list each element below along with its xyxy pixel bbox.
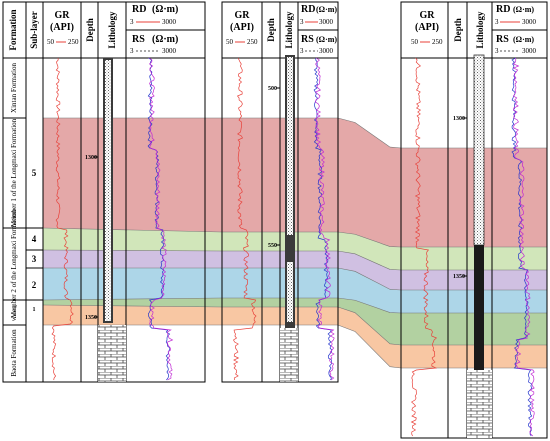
well-a-rd-curve [147,57,171,381]
sublayer-4-label: 4 [32,234,37,244]
header-lithology: Lithology [284,11,294,49]
depth-mark: 1350 [453,274,465,280]
gr-unit: (API) [50,22,74,33]
sublayer-2-label: 2 [32,280,37,290]
rs-unit: (Ω·m) [316,35,337,44]
gr-unit: (API) [230,22,254,33]
rs-scale-min: 3 [495,47,499,55]
rs-scale-min: 3 [130,47,134,55]
well-b-gr-curve [233,57,257,381]
well-c-log: GR (API) 50 250 Depth Lithology RD (Ω·m)… [400,1,548,439]
gr-unit: (API) [415,22,439,33]
gr-title: GR [420,10,436,21]
rd-scale-max: 3000 [319,18,334,26]
depth-mark: 500 [268,86,277,92]
rd-unit: (Ω·m) [152,4,178,15]
well-a-log: Formation Sub-layer GR (API) 50 250 Dept… [2,1,206,383]
rd-scale-min: 3 [495,18,499,26]
well-c-lithology-silt [473,54,485,246]
well-b-lithology-silt [287,57,293,235]
rs-scale-max: 3000 [522,47,537,55]
formation-member2-label: Member 2 of the Longmaxi Formation [10,209,18,318]
rs-unit: (Ω·m) [152,34,178,45]
header-lithology: Lithology [475,11,485,49]
well-b-log: GR (API) 50 250 Depth Lithology RD (Ω·m)… [221,1,339,383]
header-depth: Depth [266,18,276,42]
well-c-gr-curve [410,57,438,437]
header-depth: Depth [85,18,95,42]
gr-title: GR [235,10,251,21]
depth-mark: 1350 [85,315,97,321]
rs-scale-min: 3 [300,47,304,55]
well-c-rd-curve [511,57,533,437]
well-c-rs-curve [512,57,535,437]
rd-unit: (Ω·m) [513,5,534,14]
well-a-lithology-limestone [98,325,126,382]
well-a-rs-curve [148,57,174,381]
rs-title: RS [301,34,314,45]
gr-scale-min: 50 [226,38,234,46]
band-sublayer-3 [43,250,547,290]
gr-scale-min: 50 [411,38,419,46]
rd-title: RD [496,4,510,15]
formation-baota-label: Baota Formation [10,329,18,377]
gr-scale-max: 250 [432,38,443,46]
rd-title: RD [132,4,146,15]
depth-mark: 550 [268,243,277,249]
header-lithology: Lithology [107,11,117,49]
formation-wufeng-label: Wufeng [13,305,18,321]
well-a-lithology-silt [105,60,111,321]
header-formation: Formation [8,10,18,51]
rd-title: RD [301,4,315,15]
rd-scale-min: 3 [300,18,304,26]
rd-scale-min: 3 [130,18,134,26]
rs-scale-max: 3000 [319,47,334,55]
band-baota [43,305,547,368]
depth-mark: 1300 [85,155,97,161]
gr-title: GR [55,10,71,21]
band-wufeng [43,298,547,345]
header-sublayer: Sub-layer [29,11,39,49]
sublayer-3-label: 3 [32,254,37,264]
well-b-lithology-silt [287,262,293,322]
rd-unit: (Ω·m) [316,5,337,14]
well-b-rs-curve [314,57,335,381]
depth-mark: 1300 [453,116,465,122]
well-b-lithology-limestone [280,328,298,382]
formation-xintan-label: Xintan Formation [10,63,18,113]
formation-member1-label: Member 1 of the Longmaxi Formation [10,118,18,227]
rd-scale-max: 3000 [522,18,537,26]
rs-title: RS [496,34,509,45]
well-c-lithology-limestone [467,370,492,438]
header-depth: Depth [453,18,463,42]
well-a-gr-curve [51,57,74,381]
well-c-lithology-shale [474,245,484,370]
rs-unit: (Ω·m) [513,35,534,44]
gr-scale-max: 250 [68,38,79,46]
rs-title: RS [132,34,145,45]
gr-scale-min: 50 [47,38,55,46]
sublayer-5-label: 5 [32,168,37,178]
well-b-rd-curve [313,57,333,381]
sublayer-1-label: 1 [33,307,36,313]
rs-scale-max: 3000 [162,47,177,55]
rd-scale-max: 3000 [162,18,177,26]
gr-scale-max: 250 [247,38,258,46]
